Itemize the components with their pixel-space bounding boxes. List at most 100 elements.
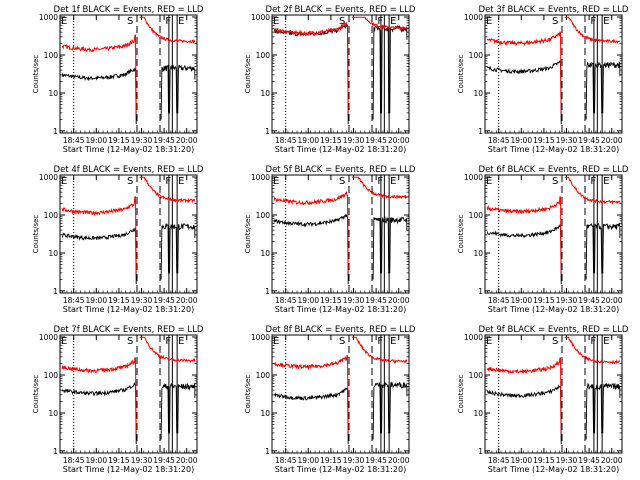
x-tick-label: 19:30 [131,296,153,305]
y-tick-label: 10 [48,409,58,418]
y-axis-label: Counts/sec [244,55,252,94]
panel-title: Det 8f BLACK = Events, RED = LLD [266,325,416,335]
marker-label: E [603,336,609,347]
y-tick-label: 1 [53,447,58,456]
y-tick-label: 10 [48,249,58,258]
marker-label: E [486,16,492,27]
marker-label: E [178,16,184,27]
panel-det-4f: Det 4f BLACK = Events, RED = LLD 1 10 100 10… [32,165,204,314]
lld-trace [273,21,349,113]
y-tick-label: 1000 [251,173,270,182]
x-tick-label: 19:15 [108,456,130,465]
marker-label: E [486,336,492,347]
panel-det-7f: Det 7f BLACK = Events, RED = LLD 1 10 100 10… [32,325,204,474]
y-tick-label: 1 [478,127,483,136]
lld-trace [61,196,137,273]
y-tick-label: 10 [260,409,270,418]
x-tick-label: 19:45 [365,136,387,145]
marker-label: E [390,16,396,27]
marker-label: S [552,176,558,187]
x-tick-label: 19:00 [297,456,319,465]
x-tick-label: 20:00 [388,456,410,465]
y-tick-label: 1 [478,287,483,296]
y-tick-label: 10 [473,89,483,98]
panel-title: Det 9f BLACK = Events, RED = LLD [479,325,629,335]
marker-label: S [127,16,133,27]
lld-trace [61,34,137,113]
x-axis-label: Start Time (12-May-02 18:31:20) [63,305,194,314]
x-tick-label: 19:15 [533,296,555,305]
marker-label: E [486,176,492,187]
plot-frame [59,174,198,294]
events-trace [160,64,196,120]
marker-label: E [61,16,67,27]
lld-trace [564,16,621,44]
plot-frame [59,334,198,454]
x-tick-label: 19:30 [556,456,578,465]
events-trace [61,227,137,285]
y-tick-label: 1000 [251,13,270,22]
x-tick-label: 19:30 [343,456,365,465]
plot-frame [271,14,410,134]
marker-label: F [590,336,596,347]
y-tick-label: 1 [265,447,270,456]
y-tick-label: 100 [469,51,484,60]
x-tick-label: 19:15 [320,136,342,145]
panel-det-6f: Det 6f BLACK = Events, RED = LLD 1 10 100 10… [457,165,629,314]
marker-label: E [390,176,396,187]
x-tick-label: 19:00 [297,136,319,145]
y-tick-label: 1000 [39,173,58,182]
x-tick-label: 19:30 [556,136,578,145]
x-tick-label: 20:00 [388,136,410,145]
panel-det-1f: Det 1f BLACK = Events, RED = LLD 1 10 100 10… [32,5,204,154]
x-tick-label: 18:45 [488,136,510,145]
lld-trace [351,176,408,200]
y-tick-label: 100 [44,51,59,60]
lld-trace [564,176,621,205]
y-axis-label: Counts/sec [32,55,40,94]
x-tick-label: 19:45 [153,136,175,145]
x-axis-label: Start Time (12-May-02 18:31:20) [488,305,619,314]
events-trace [61,381,137,445]
y-axis-label: Counts/sec [457,215,465,254]
events-trace [274,387,349,445]
x-tick-label: 18:45 [275,456,297,465]
events-trace [372,215,408,280]
lld-trace [351,16,408,31]
y-tick-label: 10 [260,89,270,98]
lld-trace [486,196,562,273]
marker-label: S [552,16,558,27]
marker-label: F [165,16,171,27]
events-trace [160,222,196,280]
plot-frame [271,334,410,454]
x-tick-label: 19:45 [153,296,175,305]
panel-det-9f: Det 9f BLACK = Events, RED = LLD 1 10 100 10… [457,325,629,474]
x-tick-label: 19:30 [343,136,365,145]
marker-label: E [61,176,67,187]
x-tick-label: 19:00 [85,136,107,145]
panel-title: Det 3f BLACK = Events, RED = LLD [479,5,629,15]
marker-label: F [590,16,596,27]
lld-trace [139,336,196,363]
x-tick-label: 18:45 [488,296,510,305]
x-tick-label: 18:45 [63,136,85,145]
panel-det-8f: Det 8f BLACK = Events, RED = LLD 1 10 100 10… [244,325,416,474]
x-tick-label: 19:45 [153,456,175,465]
y-tick-label: 10 [48,89,58,98]
x-tick-label: 19:30 [556,296,578,305]
panel-title: Det 4f BLACK = Events, RED = LLD [54,165,204,175]
x-tick-label: 19:00 [297,296,319,305]
lld-trace [273,191,349,273]
y-tick-label: 10 [473,409,483,418]
marker-label: E [603,176,609,187]
marker-label: S [127,336,133,347]
x-tick-label: 20:00 [176,136,198,145]
y-tick-label: 100 [256,211,271,220]
lld-trace [61,357,137,433]
events-trace [585,61,621,120]
marker-label: F [165,336,171,347]
events-trace [585,382,621,440]
x-axis-label: Start Time (12-May-02 18:31:20) [63,465,194,474]
y-tick-label: 100 [44,371,59,380]
x-tick-label: 19:00 [85,456,107,465]
